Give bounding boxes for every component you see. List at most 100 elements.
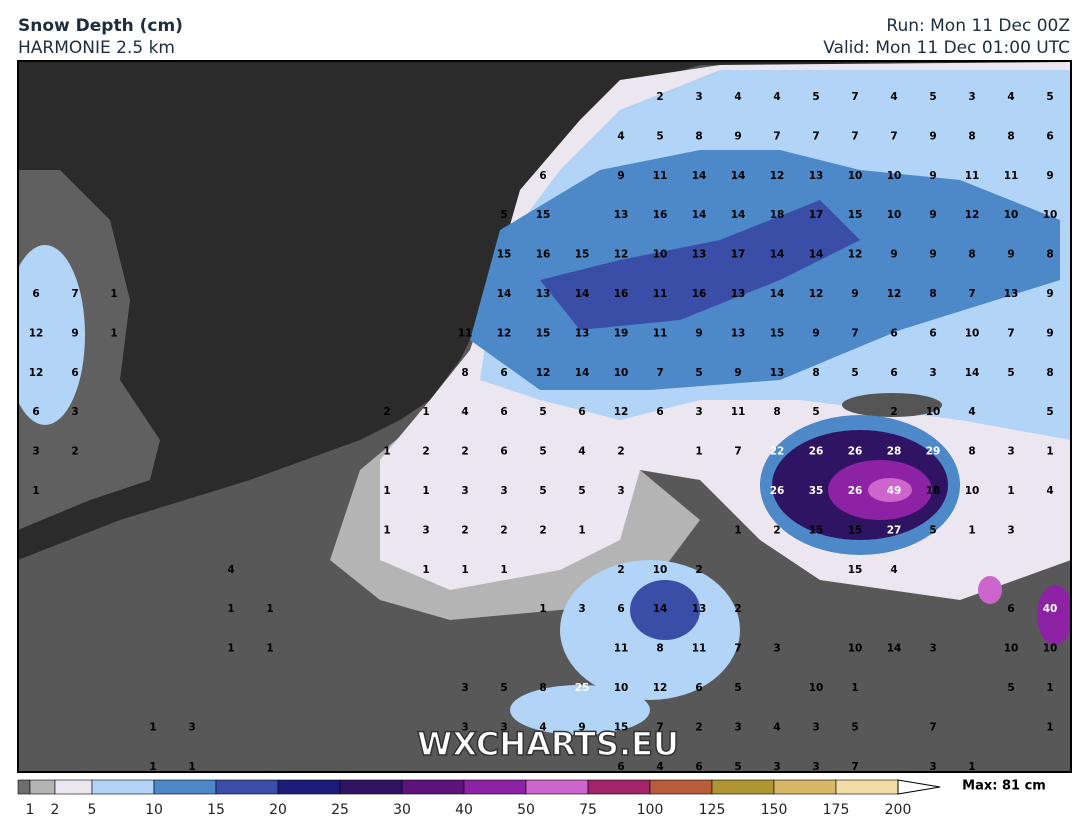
grid-label: 9 (617, 170, 624, 182)
grid-label: 3 (929, 761, 936, 773)
colorbar-tick-label: 200 (885, 802, 912, 818)
grid-label: 5 (539, 446, 546, 458)
grid-label: 10 (614, 682, 629, 694)
grid-label: 1 (383, 524, 390, 536)
grid-label: 8 (968, 130, 975, 142)
grid-label: 14 (965, 367, 980, 379)
grid-label: 8 (773, 406, 780, 418)
grid-label: 9 (71, 327, 78, 339)
grid-label: 6 (1046, 130, 1053, 142)
grid-label: 3 (773, 643, 780, 655)
grid-label: 1 (578, 524, 585, 536)
grid-label: 1 (266, 603, 273, 615)
grid-label: 12 (653, 682, 668, 694)
grid-label: 4 (227, 564, 234, 576)
grid-label: 1 (149, 761, 156, 773)
grid-label: 3 (188, 721, 195, 733)
colorbar-segment (401, 779, 465, 795)
grid-label: 7 (656, 721, 663, 733)
grid-label: 1 (188, 761, 195, 773)
grid-label: 28 (887, 446, 902, 458)
colorbar-tick-label: 1 (26, 802, 35, 818)
grid-label: 14 (887, 643, 902, 655)
grid-label: 6 (1007, 603, 1014, 615)
grid-label: 9 (734, 367, 741, 379)
grid-label: 1 (110, 327, 117, 339)
grid-label: 12 (965, 209, 980, 221)
grid-label: 10 (965, 485, 980, 497)
grid-label: 4 (461, 406, 468, 418)
grid-label: 12 (809, 288, 824, 300)
grid-label: 26 (809, 446, 824, 458)
grid-label: 1 (149, 721, 156, 733)
colorbar-segment (587, 779, 651, 795)
grid-label: 4 (890, 91, 897, 103)
grid-label: 9 (812, 327, 819, 339)
grid-label: 9 (1046, 170, 1053, 182)
grid-label: 5 (500, 682, 507, 694)
grid-label: 2 (71, 446, 78, 458)
grid-label: 1 (1046, 682, 1053, 694)
grid-label: 6 (695, 682, 702, 694)
grid-label: 3 (695, 406, 702, 418)
colorbar-segment (215, 779, 279, 795)
grid-label: 3 (812, 721, 819, 733)
grid-label: 9 (1046, 327, 1053, 339)
grid-label: 6 (890, 327, 897, 339)
grid-label: 5 (1007, 682, 1014, 694)
grid-label: 11 (614, 643, 629, 655)
grid-label: 5 (851, 367, 858, 379)
grid-label: 12 (770, 170, 785, 182)
grid-label: 1 (422, 485, 429, 497)
grid-label: 14 (731, 209, 746, 221)
grid-label: 19 (614, 327, 629, 339)
grid-label: 3 (734, 721, 741, 733)
grid-label: 9 (929, 130, 936, 142)
grid-label: 9 (929, 209, 936, 221)
grid-label: 1 (32, 485, 39, 497)
grid-label: 5 (656, 130, 663, 142)
colorbar-segment (835, 779, 899, 795)
grid-label: 2 (461, 446, 468, 458)
grid-label: 15 (848, 564, 863, 576)
grid-label: 5 (929, 524, 936, 536)
grid-label: 4 (734, 91, 741, 103)
grid-label: 9 (734, 130, 741, 142)
grid-label: 15 (848, 524, 863, 536)
grid-label: 11 (692, 643, 707, 655)
colorbar-segment (277, 779, 341, 795)
colorbar-segment (17, 779, 31, 795)
grid-label: 2 (461, 524, 468, 536)
grid-label: 4 (968, 406, 975, 418)
grid-label: 3 (461, 485, 468, 497)
grid-label: 9 (578, 721, 585, 733)
grid-label: 6 (617, 603, 624, 615)
colorbar-segment (525, 779, 589, 795)
grid-label: 2 (695, 721, 702, 733)
colorbar-arrow (897, 779, 941, 795)
grid-label: 26 (848, 485, 863, 497)
map-background (18, 61, 1071, 772)
grid-label: 3 (461, 682, 468, 694)
grid-label: 26 (848, 446, 863, 458)
grid-label: 3 (32, 446, 39, 458)
grid-label: 9 (851, 288, 858, 300)
grid-label: 10 (614, 367, 629, 379)
grid-label: 10 (887, 209, 902, 221)
grid-label: 15 (536, 327, 551, 339)
grid-label: 1 (851, 682, 858, 694)
grid-label: 13 (692, 249, 707, 261)
valid: Valid: Mon 11 Dec 01:00 UTC (823, 38, 1070, 58)
grid-label: 14 (497, 288, 512, 300)
colorbar-tick-label: 2 (51, 802, 60, 818)
grid-label: 3 (812, 761, 819, 773)
grid-label: 1 (1007, 485, 1014, 497)
grid-label: 1 (968, 524, 975, 536)
grid-label: 5 (812, 91, 819, 103)
grid-label: 8 (1007, 130, 1014, 142)
grid-label: 3 (968, 91, 975, 103)
grid-label: 10 (848, 643, 863, 655)
map-frame (17, 60, 1072, 773)
colorbar-segment (54, 779, 93, 795)
